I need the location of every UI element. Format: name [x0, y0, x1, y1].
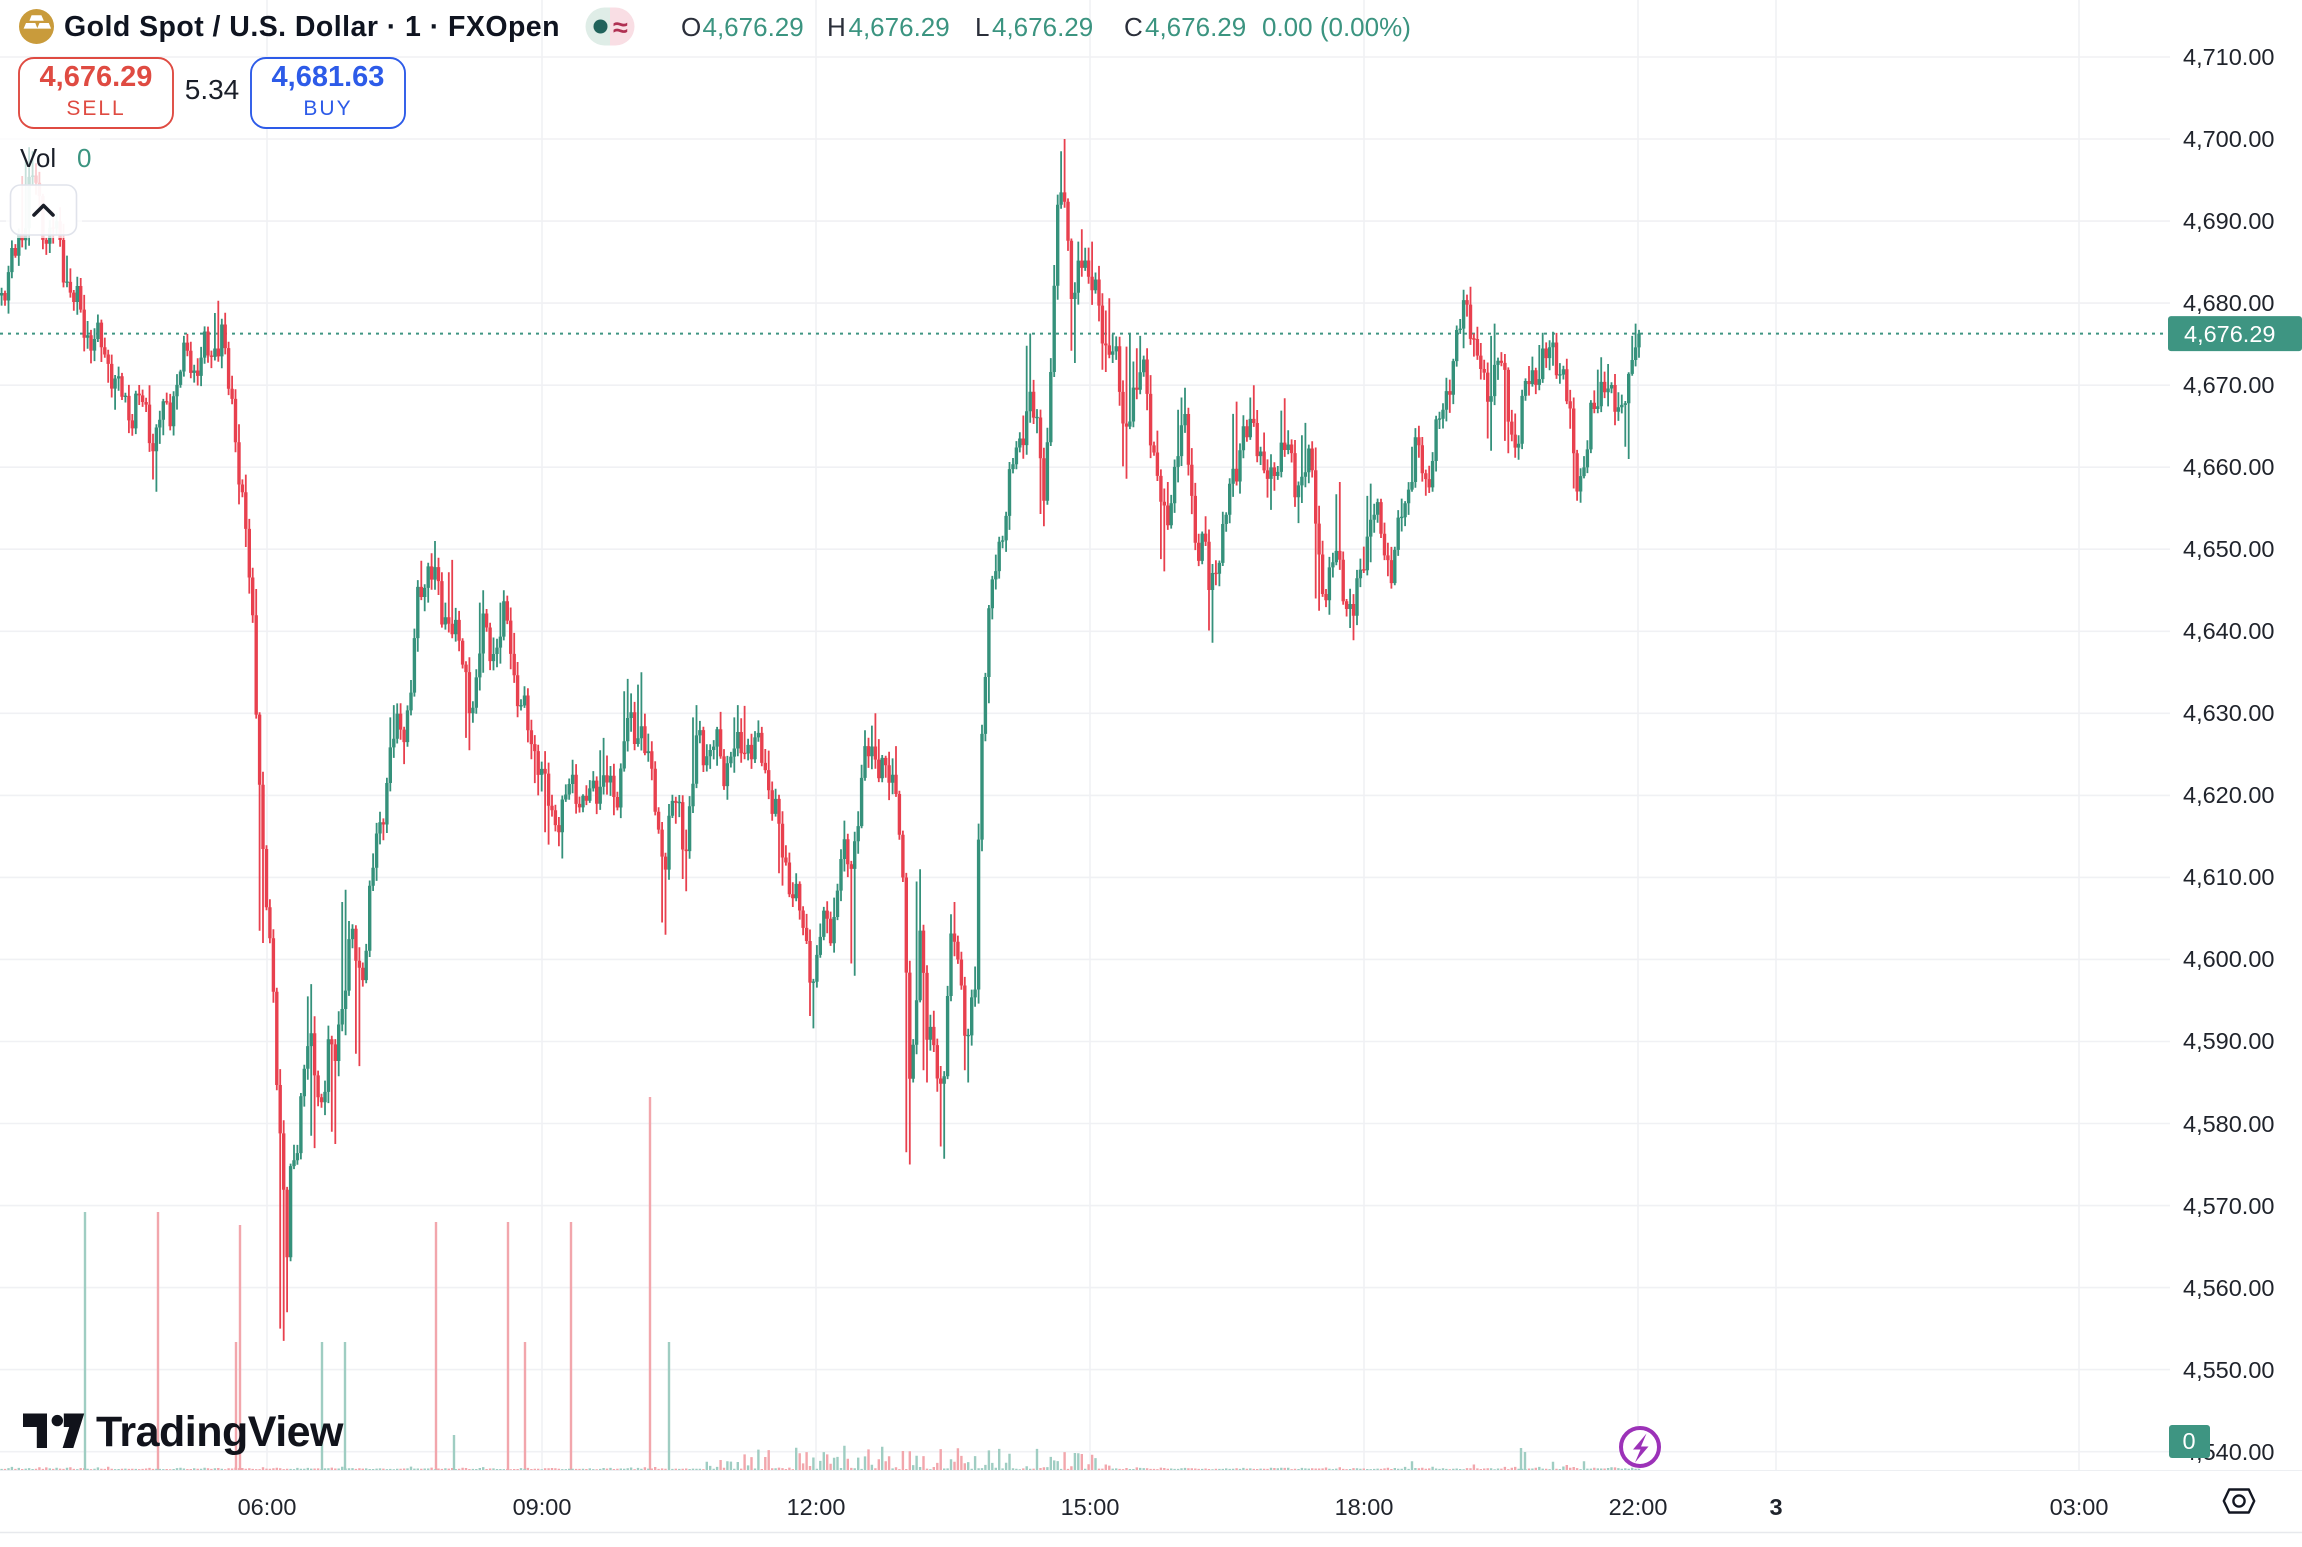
svg-text:TradingView: TradingView	[96, 1408, 344, 1456]
svg-text:4,640.00: 4,640.00	[2183, 618, 2274, 644]
svg-text:5.34: 5.34	[185, 74, 240, 105]
svg-text:4,676.29: 4,676.29	[703, 12, 804, 42]
svg-text:4,600.00: 4,600.00	[2183, 946, 2274, 972]
svg-text:4,690.00: 4,690.00	[2183, 208, 2274, 234]
svg-text:4,580.00: 4,580.00	[2183, 1111, 2274, 1137]
svg-text:4,550.00: 4,550.00	[2183, 1357, 2274, 1383]
svg-text:H: H	[827, 12, 846, 42]
svg-text:4,660.00: 4,660.00	[2183, 454, 2274, 480]
svg-text:0: 0	[77, 143, 91, 173]
svg-text:4,560.00: 4,560.00	[2183, 1275, 2274, 1301]
svg-text:4,670.00: 4,670.00	[2183, 372, 2274, 398]
svg-text:4,680.00: 4,680.00	[2183, 290, 2274, 316]
svg-text:BUY: BUY	[303, 97, 352, 120]
svg-text:4,610.00: 4,610.00	[2183, 864, 2274, 890]
svg-text:3: 3	[1769, 1494, 1782, 1520]
svg-text:03:00: 03:00	[2050, 1494, 2109, 1520]
svg-text:≈: ≈	[613, 13, 628, 43]
svg-text:4,700.00: 4,700.00	[2183, 126, 2274, 152]
svg-text:4,650.00: 4,650.00	[2183, 536, 2274, 562]
svg-text:4,676.29: 4,676.29	[2184, 321, 2275, 347]
svg-text:4,676.29: 4,676.29	[849, 12, 950, 42]
svg-text:4,630.00: 4,630.00	[2183, 700, 2274, 726]
svg-text:L: L	[975, 12, 989, 42]
svg-text:4,590.00: 4,590.00	[2183, 1028, 2274, 1054]
svg-text:4,676.29: 4,676.29	[992, 12, 1093, 42]
svg-text:4,681.63: 4,681.63	[272, 61, 385, 93]
svg-text:22:00: 22:00	[1609, 1494, 1668, 1520]
svg-text:O: O	[681, 12, 701, 42]
svg-text:0: 0	[2182, 1428, 2195, 1454]
svg-text:Vol: Vol	[20, 143, 56, 173]
svg-text:18:00: 18:00	[1335, 1494, 1394, 1520]
svg-text:C: C	[1124, 12, 1143, 42]
svg-text:SELL: SELL	[66, 97, 125, 120]
svg-text:12:00: 12:00	[787, 1494, 846, 1520]
svg-text:09:00: 09:00	[513, 1494, 572, 1520]
svg-text:Gold Spot / U.S. Dollar · 1 ·: Gold Spot / U.S. Dollar · 1 · FXOpen	[64, 11, 560, 43]
svg-text:15:00: 15:00	[1061, 1494, 1120, 1520]
svg-text:4,620.00: 4,620.00	[2183, 782, 2274, 808]
svg-text:4,570.00: 4,570.00	[2183, 1193, 2274, 1219]
svg-text:06:00: 06:00	[238, 1494, 297, 1520]
svg-text:0.00 (0.00%): 0.00 (0.00%)	[1262, 12, 1411, 42]
svg-text:4,676.29: 4,676.29	[40, 61, 153, 93]
svg-text:4,676.29: 4,676.29	[1145, 12, 1246, 42]
svg-text:4,710.00: 4,710.00	[2183, 44, 2274, 70]
